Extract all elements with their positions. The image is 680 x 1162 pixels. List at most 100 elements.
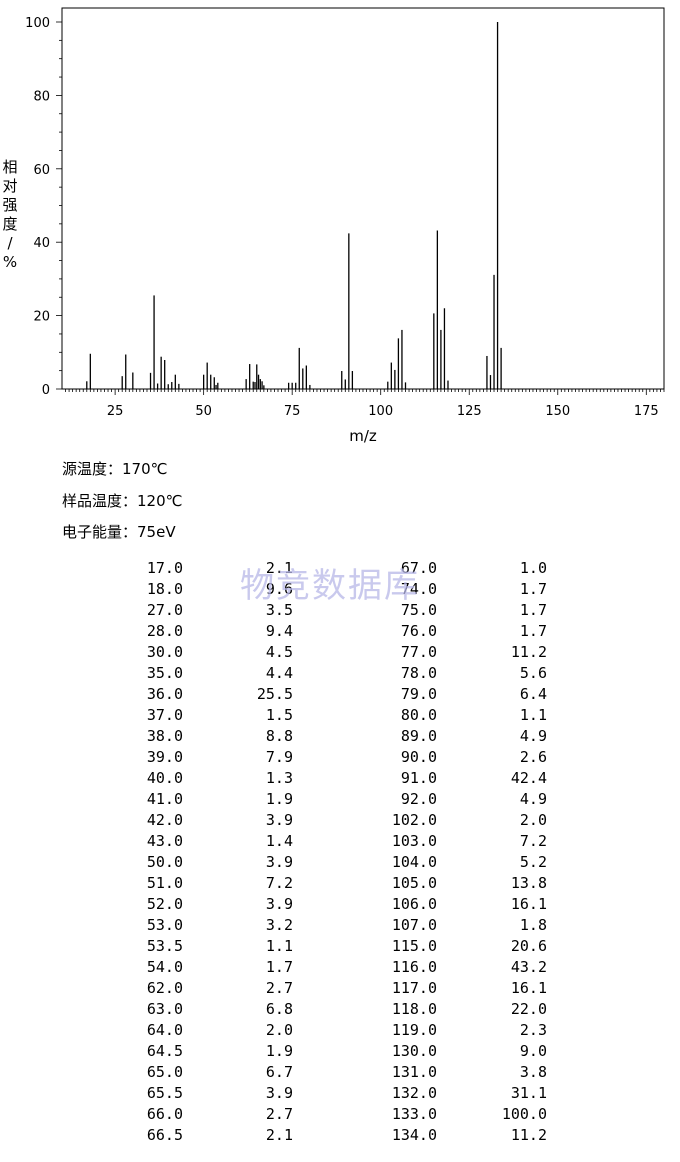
intensity-cell: 1.9 bbox=[265, 790, 293, 808]
y-tick-label: 20 bbox=[33, 310, 50, 325]
table-row: 17.0 2.1 67.0 1.0 bbox=[125, 558, 547, 579]
table-row: 51.0 7.2 105.0 13.8 bbox=[125, 873, 547, 894]
mz-cell: 53.5 bbox=[146, 937, 183, 955]
intensity-cell: 3.9 bbox=[265, 1084, 293, 1102]
mz-cell: 63.0 bbox=[146, 1000, 183, 1018]
x-tick-label: 150 bbox=[545, 404, 570, 419]
peak-table: 17.0 2.1 67.0 1.0 18.0 9.6 74.0 1.7 27.0 3.5 75.0 1… bbox=[125, 558, 547, 1146]
mz-cell: 53.0 bbox=[146, 916, 183, 934]
mz-cell: 92.0 bbox=[400, 790, 437, 808]
mz-cell: 35.0 bbox=[146, 664, 183, 682]
mz-cell: 50.0 bbox=[146, 853, 183, 871]
y-tick-label: 60 bbox=[33, 163, 50, 178]
mz-cell: 36.0 bbox=[146, 685, 183, 703]
intensity-cell: 6.8 bbox=[265, 1000, 293, 1018]
x-tick-label: 175 bbox=[634, 404, 659, 419]
y-axis-label-char: 相 bbox=[2, 158, 17, 176]
intensity-cell: 1.7 bbox=[519, 622, 547, 640]
mz-cell: 105.0 bbox=[391, 874, 437, 892]
mz-cell: 52.0 bbox=[146, 895, 183, 913]
mz-cell: 89.0 bbox=[400, 727, 437, 745]
mz-cell: 51.0 bbox=[146, 874, 183, 892]
table-row: 64.5 1.9 130.0 9.0 bbox=[125, 1041, 547, 1062]
mz-cell: 37.0 bbox=[146, 706, 183, 724]
intensity-cell: 1.7 bbox=[265, 958, 293, 976]
intensity-cell: 1.3 bbox=[265, 769, 293, 787]
table-row: 42.0 3.9 102.0 2.0 bbox=[125, 810, 547, 831]
mz-cell: 134.0 bbox=[391, 1126, 437, 1144]
mz-cell: 64.0 bbox=[146, 1021, 183, 1039]
mz-cell: 40.0 bbox=[146, 769, 183, 787]
y-tick-label: 80 bbox=[33, 89, 50, 104]
intensity-cell: 3.9 bbox=[265, 895, 293, 913]
intensity-cell: 100.0 bbox=[501, 1105, 547, 1123]
table-row: 62.0 2.7 117.0 16.1 bbox=[125, 978, 547, 999]
mz-cell: 42.0 bbox=[146, 811, 183, 829]
plot-frame bbox=[61, 7, 665, 390]
y-tick-label: 40 bbox=[33, 236, 50, 251]
table-row: 37.0 1.5 80.0 1.1 bbox=[125, 705, 547, 726]
intensity-cell: 2.1 bbox=[265, 559, 293, 577]
intensity-cell: 3.2 bbox=[265, 916, 293, 934]
intensity-cell: 16.1 bbox=[510, 895, 547, 913]
mz-cell: 78.0 bbox=[400, 664, 437, 682]
table-row: 64.0 2.0 119.0 2.3 bbox=[125, 1020, 547, 1041]
intensity-cell: 3.9 bbox=[265, 853, 293, 871]
intensity-cell: 3.8 bbox=[519, 1063, 547, 1081]
intensity-cell: 2.0 bbox=[265, 1021, 293, 1039]
mz-cell: 102.0 bbox=[391, 811, 437, 829]
intensity-cell: 4.9 bbox=[519, 790, 547, 808]
intensity-cell: 4.4 bbox=[265, 664, 293, 682]
mz-cell: 76.0 bbox=[400, 622, 437, 640]
intensity-cell: 1.7 bbox=[519, 601, 547, 619]
x-tick-label: 25 bbox=[107, 404, 124, 419]
mz-cell: 18.0 bbox=[146, 580, 183, 598]
intensity-cell: 2.3 bbox=[519, 1021, 547, 1039]
intensity-cell: 4.9 bbox=[519, 727, 547, 745]
table-row: 40.0 1.3 91.0 42.4 bbox=[125, 768, 547, 789]
intensity-cell: 6.4 bbox=[519, 685, 547, 703]
mz-cell: 17.0 bbox=[146, 559, 183, 577]
mz-cell: 77.0 bbox=[400, 643, 437, 661]
table-row: 54.0 1.7 116.0 43.2 bbox=[125, 957, 547, 978]
table-row: 18.0 9.6 74.0 1.7 bbox=[125, 579, 547, 600]
intensity-cell: 1.8 bbox=[519, 916, 547, 934]
intensity-cell: 11.2 bbox=[510, 643, 547, 661]
y-axis-label-char: 度 bbox=[2, 215, 17, 233]
y-axis-label-char: 对 bbox=[2, 177, 17, 195]
intensity-cell: 43.2 bbox=[510, 958, 547, 976]
table-row: 52.0 3.9 106.0 16.1 bbox=[125, 894, 547, 915]
mz-cell: 104.0 bbox=[391, 853, 437, 871]
intensity-cell: 9.0 bbox=[519, 1042, 547, 1060]
watermark: 物竞数据库 bbox=[240, 566, 420, 606]
x-axis-ticks: 25 50 75 100 125 150 175 bbox=[65, 389, 665, 419]
x-axis-label: m/z bbox=[349, 427, 377, 445]
y-axis-ticks: 0 20 40 60 80 100 bbox=[25, 16, 62, 398]
mz-cell: 66.0 bbox=[146, 1105, 183, 1123]
mz-cell: 39.0 bbox=[146, 748, 183, 766]
intensity-cell: 25.5 bbox=[256, 685, 293, 703]
intensity-cell: 31.1 bbox=[510, 1084, 547, 1102]
mz-cell: 117.0 bbox=[391, 979, 437, 997]
mz-cell: 116.0 bbox=[391, 958, 437, 976]
mz-cell: 75.0 bbox=[400, 601, 437, 619]
mz-cell: 67.0 bbox=[400, 559, 437, 577]
mz-cell: 90.0 bbox=[400, 748, 437, 766]
intensity-cell: 1.1 bbox=[265, 937, 293, 955]
intensity-cell: 3.5 bbox=[265, 601, 293, 619]
x-tick-label: 50 bbox=[195, 404, 212, 419]
intensity-cell: 4.5 bbox=[265, 643, 293, 661]
table-row: 53.0 3.2 107.0 1.8 bbox=[125, 915, 547, 936]
table-row: 63.0 6.8 118.0 22.0 bbox=[125, 999, 547, 1020]
intensity-cell: 9.4 bbox=[265, 622, 293, 640]
table-row: 53.5 1.1 115.0 20.6 bbox=[125, 936, 547, 957]
intensity-cell: 1.9 bbox=[265, 1042, 293, 1060]
table-row: 28.0 9.4 76.0 1.7 bbox=[125, 621, 547, 642]
mz-cell: 80.0 bbox=[400, 706, 437, 724]
mz-cell: 66.5 bbox=[146, 1126, 183, 1144]
intensity-cell: 7.2 bbox=[265, 874, 293, 892]
intensity-cell: 8.8 bbox=[265, 727, 293, 745]
table-row: 65.0 6.7 131.0 3.8 bbox=[125, 1062, 547, 1083]
mz-cell: 130.0 bbox=[391, 1042, 437, 1060]
intensity-cell: 1.0 bbox=[519, 559, 547, 577]
